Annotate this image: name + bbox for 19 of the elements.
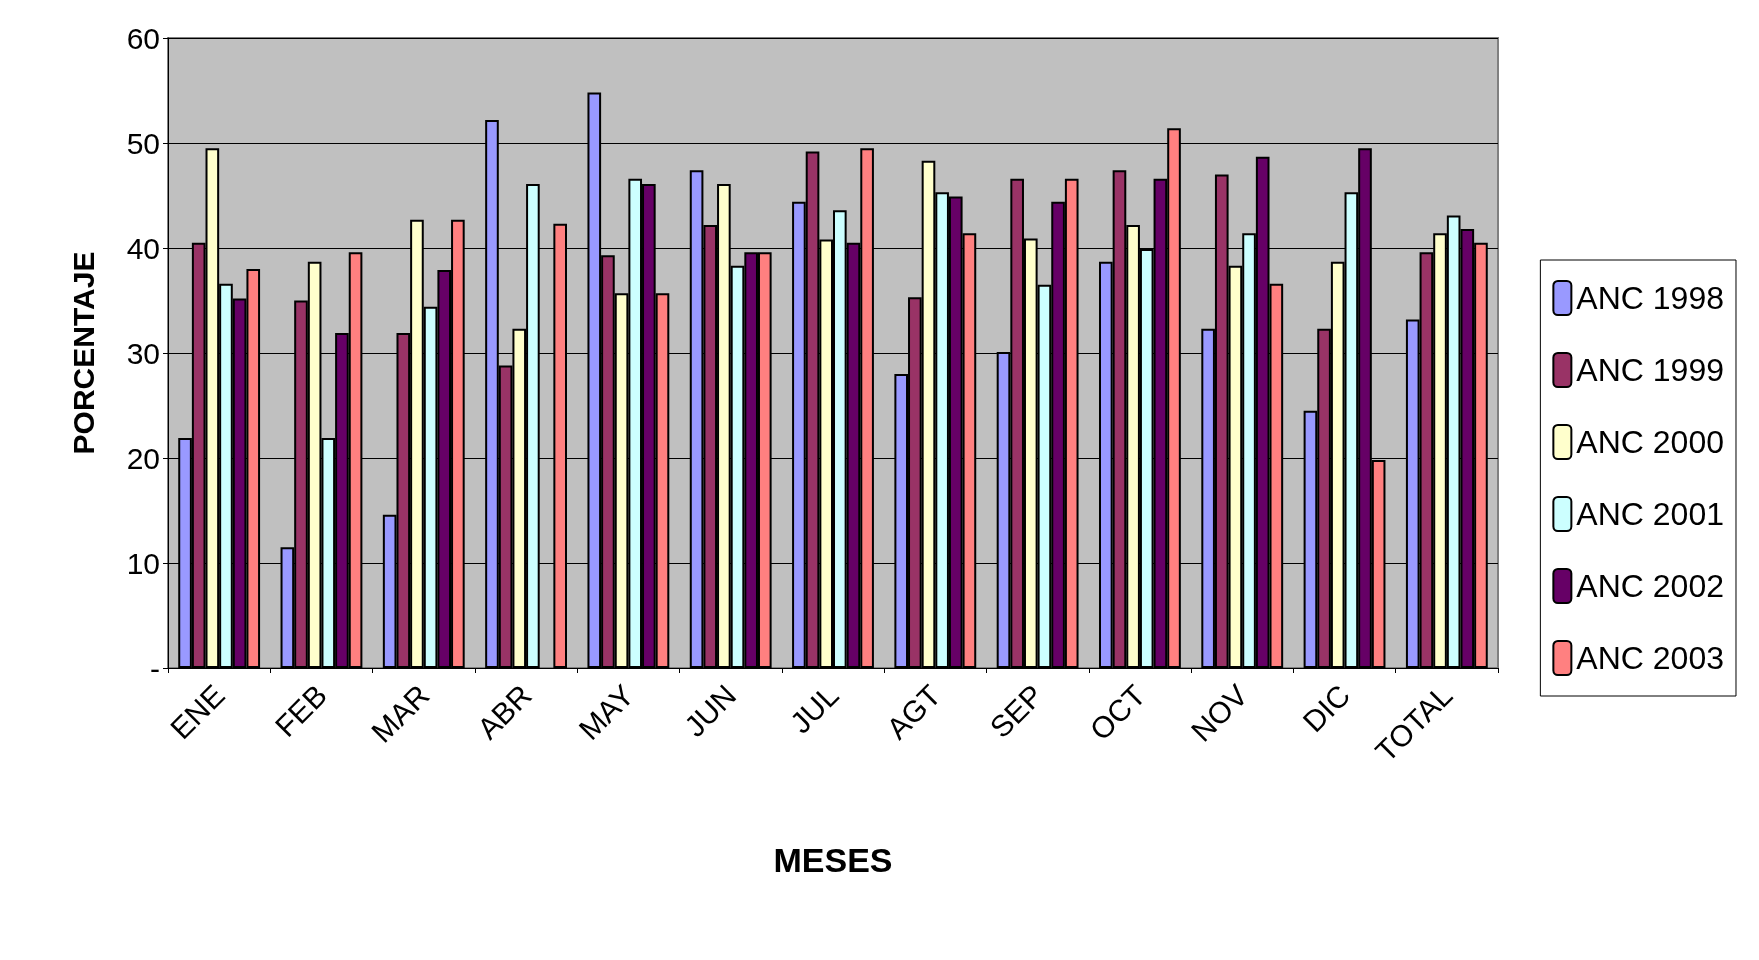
legend-label: ANC 2003 [1576, 640, 1724, 676]
x-tick-label: JUL [783, 678, 845, 740]
y-tick-label: 40 [126, 231, 160, 265]
y-tick-label: - [150, 651, 160, 685]
y-tick-label: 10 [126, 546, 160, 580]
legend-label: ANC 1999 [1576, 352, 1724, 388]
y-tick-label: 30 [126, 336, 160, 370]
legend-label: ANC 2001 [1576, 496, 1724, 532]
x-tick-label: SEP [983, 678, 1050, 745]
x-tick-label: FEB [268, 678, 334, 743]
legend-label: ANC 2002 [1576, 568, 1724, 604]
y-tick-label: 60 [126, 21, 160, 55]
legend-label: ANC 1998 [1576, 280, 1724, 316]
y-tick-label: 20 [126, 441, 160, 475]
x-tick-label: DIC [1296, 678, 1357, 739]
x-axis-title: MESES [773, 841, 893, 879]
y-tick-label: 50 [126, 126, 160, 160]
legend-label: ANC 2000 [1576, 424, 1724, 460]
y-axis-title: PORCENTAJE [66, 251, 100, 455]
